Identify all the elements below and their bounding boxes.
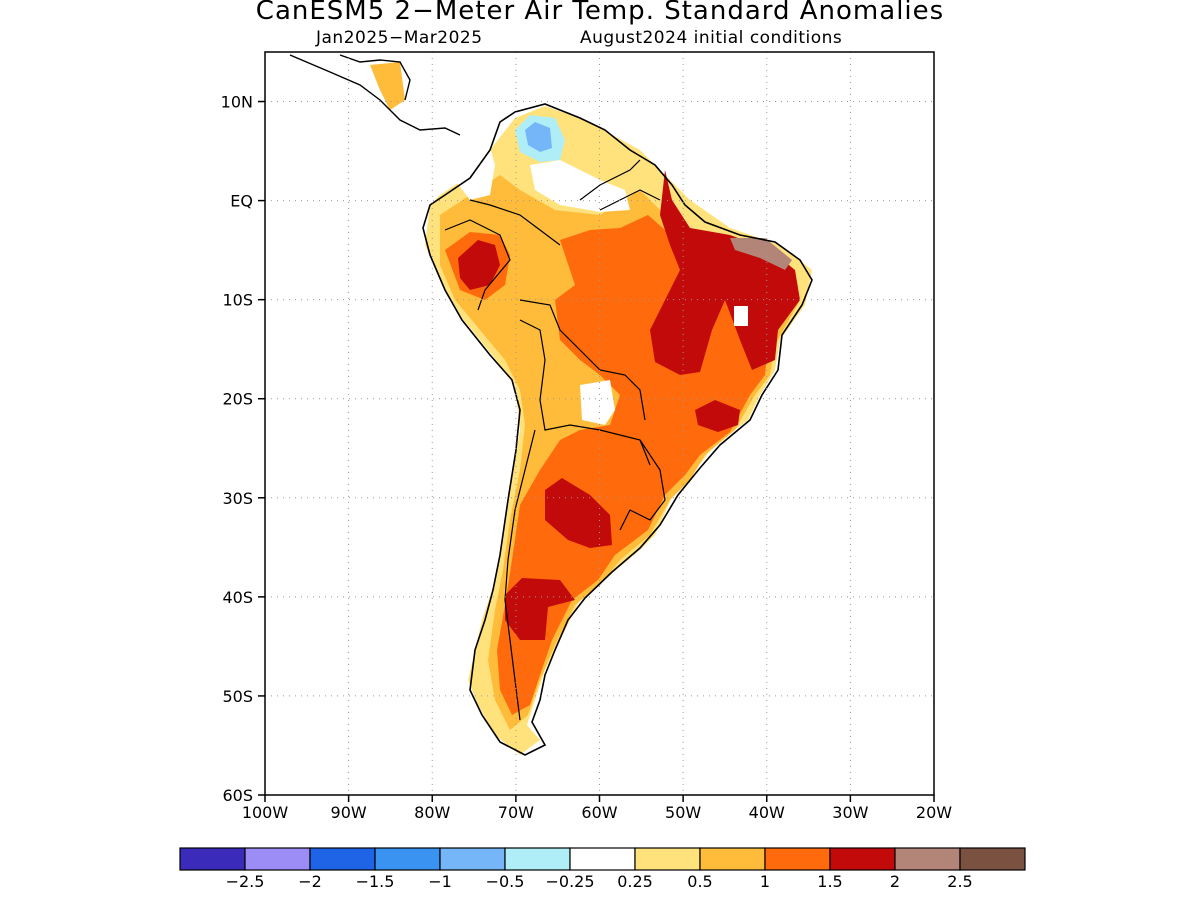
colorbar-swatch (829, 847, 896, 871)
colorbar-label: −1.5 (356, 872, 395, 891)
colorbar-swatch (634, 847, 701, 871)
colorbar-label: 2.5 (947, 872, 972, 891)
colorbar-label: −2.5 (226, 872, 265, 891)
colorbar-swatch (764, 847, 831, 871)
lon-tick-label: 70W (498, 803, 534, 822)
colorbar: −2.5 −2 −1.5 −1 −0.5 −0.25 0.25 0.5 1 1.5 2 2.5 (179, 847, 1026, 891)
country-borders (444, 159, 666, 721)
colorbar-swatch (959, 847, 1026, 871)
land-anomaly-very-strong-andes (458, 240, 500, 290)
map-frame (264, 51, 935, 796)
colorbar-label: −2 (298, 872, 322, 891)
land-anomaly-very-strong-argentina (545, 478, 612, 548)
lat-tick-label: 60S (222, 786, 253, 805)
colorbar-swatch (439, 847, 506, 871)
lon-tick-label: 30W (832, 803, 868, 822)
colorbar-swatch (374, 847, 441, 871)
lon-tick-label: 40W (749, 803, 785, 822)
lon-tick-label: 80W (414, 803, 450, 822)
lon-tick-label: 20W (916, 803, 952, 822)
colorbar-label: 2 (890, 872, 900, 891)
central-america-coastline (289, 54, 461, 136)
anomaly-fields (289, 54, 813, 756)
forecast-period: Jan2025−Mar2025 (316, 28, 483, 48)
colorbar-swatch (309, 847, 376, 871)
colorbar-swatch (699, 847, 766, 871)
colorbar-swatch (504, 847, 571, 871)
colorbar-swatch (244, 847, 311, 871)
near-normal-bolivia (580, 380, 615, 425)
colorbar-swatch (894, 847, 961, 871)
cold-anomaly (525, 122, 552, 152)
lat-tick-label: 50S (222, 687, 253, 706)
near-normal-north (455, 130, 495, 200)
lon-tick-label: 50W (665, 803, 701, 822)
colorbar-swatch (569, 847, 636, 871)
near-normal-venezuela (530, 160, 630, 212)
lat-tick-label: 30S (222, 489, 253, 508)
colorbar-label: 1.5 (817, 872, 842, 891)
initial-conditions: August2024 initial conditions (580, 28, 843, 48)
lat-tick-label: 10S (222, 291, 253, 310)
lat-tick-label: EQ (230, 192, 253, 211)
colorbar-label: 0.5 (687, 872, 712, 891)
colorbar-label: −0.25 (545, 872, 594, 891)
land-anomaly-very-strong-southeast (695, 400, 740, 432)
lon-tick-label: 90W (331, 803, 367, 822)
land-anomaly-very-strong-northeast (650, 170, 800, 375)
continent-coastline (422, 103, 813, 756)
near-normal-east (734, 306, 748, 326)
colorbar-swatch (179, 847, 246, 871)
land-anomaly-extreme (730, 238, 792, 270)
land-anomaly-very-strong-patagonia (505, 578, 575, 640)
lon-tick-label: 60W (581, 803, 617, 822)
map-title: CanESM5 2−Meter Air Temp. Standard Anoma… (255, 0, 945, 26)
lat-tick-label: 20S (222, 390, 253, 409)
lat-tick-label: 10N (221, 93, 253, 112)
colorbar-label: 0.25 (617, 872, 653, 891)
lon-tick-label: 100W (242, 803, 289, 822)
lat-tick-label: 40S (222, 588, 253, 607)
colorbar-label: −0.5 (486, 872, 525, 891)
colorbar-label: 1 (760, 872, 770, 891)
central-america-anomaly (370, 62, 405, 110)
colorbar-label: −1 (428, 872, 452, 891)
